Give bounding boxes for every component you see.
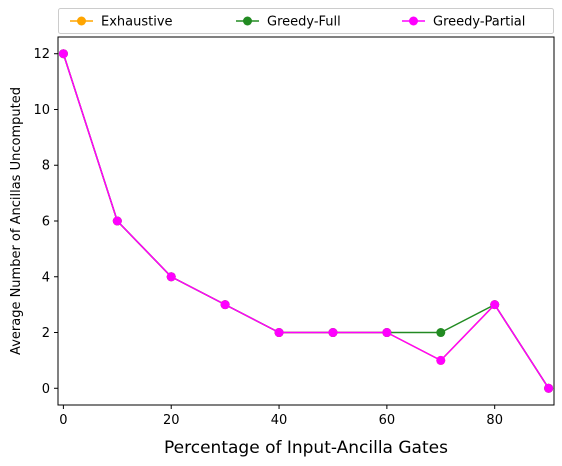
data-point-greedy-partial [274,328,284,338]
plot-area-frame [57,36,555,406]
y-tick-label: 8 [42,159,50,174]
x-tick-label: 20 [163,413,180,428]
series-layer [58,49,554,393]
data-point-greedy-partial [436,355,446,365]
y-axis-label: Average Number of Ancillas Uncomputed [9,87,24,355]
data-point-greedy-partial [220,300,230,310]
data-point-greedy-partial [490,300,500,310]
legend-label: Exhaustive [101,15,173,30]
legend-item-greedy-partial: Greedy-Partial [402,15,525,30]
series-line-greedy-partial [62,53,550,389]
y-axis: 0 2 4 6 8 10 12 [33,47,58,397]
legend: Exhaustive Greedy-Full Greedy-Partial [58,8,554,34]
y-tick-label: 4 [42,270,50,285]
data-point-greedy-partial [544,383,554,393]
legend-label: Greedy-Partial [433,15,525,30]
x-axis: 0 20 40 60 80 [59,405,503,428]
legend-box [58,8,554,34]
x-tick-label: 80 [486,413,503,428]
series-greedy-full [58,49,554,393]
x-tick-label: 60 [379,413,396,428]
y-tick-label: 2 [42,326,50,341]
series-greedy-partial [58,49,554,393]
series-line-greedy-full [62,53,550,389]
y-tick-label: 6 [42,215,50,230]
x-axis-label: Percentage of Input-Ancilla Gates [164,438,448,458]
legend-label: Greedy-Full [267,15,341,30]
x-tick-label: 0 [59,413,67,428]
data-point-greedy-partial [166,272,176,282]
y-tick-label: 10 [33,103,50,118]
legend-marker [77,16,86,26]
data-point-greedy-partial [58,49,68,59]
data-point-greedy-partial [112,216,122,226]
data-point-greedy-partial [328,328,338,338]
data-point-greedy-full [436,328,446,338]
series-exhaustive [58,49,554,393]
series-line-exhaustive [62,53,550,389]
legend-item-exhaustive: Exhaustive [70,15,173,30]
legend-marker [409,16,418,26]
y-tick-label: 12 [33,47,50,62]
data-point-greedy-partial [382,328,392,338]
legend-marker [243,16,252,26]
x-tick-label: 40 [271,413,288,428]
legend-item-greedy-full: Greedy-Full [236,15,341,30]
y-tick-label: 0 [42,382,50,397]
